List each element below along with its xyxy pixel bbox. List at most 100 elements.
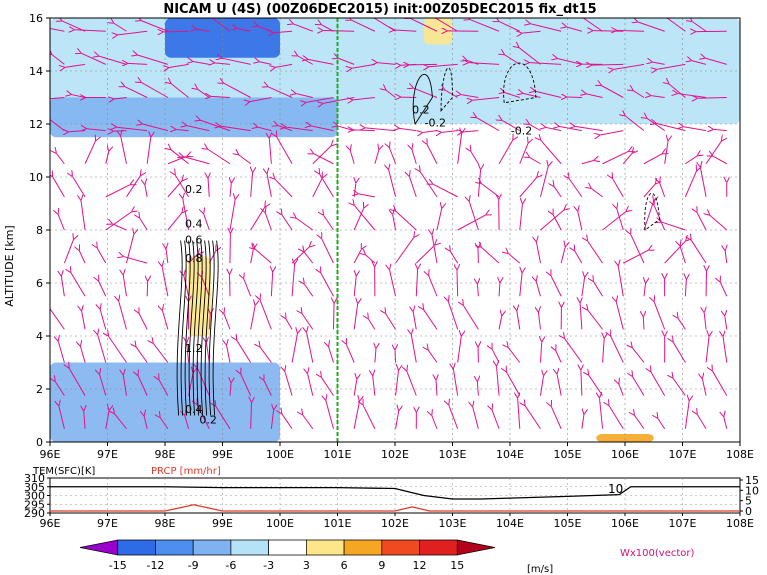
wind-vector xyxy=(714,129,727,130)
wind-vector xyxy=(540,342,541,363)
wind-vector xyxy=(720,282,728,297)
wind-vector xyxy=(333,304,334,330)
wind-vector xyxy=(197,405,210,429)
wind-vector xyxy=(436,208,442,231)
wind-vector xyxy=(99,281,107,297)
colorbar-label: -15 xyxy=(109,559,127,572)
wind-vector xyxy=(599,398,604,429)
wind-vector xyxy=(536,242,541,264)
wind-vector xyxy=(53,177,65,198)
wind-vector xyxy=(260,300,272,330)
wind-vector xyxy=(415,245,434,264)
wind-vector xyxy=(258,127,272,132)
wind-vector xyxy=(353,208,364,231)
colorbar-label: 9 xyxy=(378,559,385,572)
wind-vector xyxy=(463,305,479,330)
wind-vector xyxy=(211,96,231,97)
y-tick-label: 12 xyxy=(29,118,43,131)
wind-vector xyxy=(167,213,182,231)
prcp-label: PRCP [mm/hr] xyxy=(151,466,221,477)
wind-vector xyxy=(163,31,189,32)
wind-region-2 xyxy=(50,97,338,138)
wind-vector xyxy=(618,266,624,297)
wind-vector xyxy=(614,63,645,69)
wind-vector xyxy=(399,128,417,132)
wind-vector xyxy=(581,370,582,396)
wind-vector xyxy=(502,120,521,132)
wind-vector xyxy=(216,406,231,430)
wind-vector xyxy=(436,380,437,396)
wind-vector xyxy=(308,374,314,396)
wind-vector xyxy=(481,184,500,198)
wind-vector xyxy=(363,405,376,429)
wind-vector xyxy=(81,201,86,231)
wind-vector xyxy=(321,273,334,297)
wind-vector xyxy=(124,257,148,264)
colorbar-swatch xyxy=(306,539,345,556)
wind-vector xyxy=(673,342,686,363)
contour-label: 0.8 xyxy=(185,252,203,265)
wind-vector xyxy=(128,63,148,64)
wind-vector xyxy=(267,174,272,197)
wind-vector xyxy=(82,311,86,330)
wind-vector xyxy=(424,310,438,330)
wind-vector xyxy=(114,98,127,99)
y-tick-label: 6 xyxy=(36,277,43,290)
wind-vector xyxy=(453,369,459,396)
wind-vector xyxy=(224,83,251,98)
wind-vector xyxy=(423,131,438,133)
wind-vector xyxy=(416,269,417,297)
wind-vector xyxy=(591,188,603,198)
subplot-left-tick-label: 300 xyxy=(24,490,45,503)
subplot-x-tick-label: 96E xyxy=(40,517,61,530)
wind-vector xyxy=(241,374,252,396)
wind-vector xyxy=(265,213,272,231)
wind-vector xyxy=(710,215,728,231)
wind-vector xyxy=(50,118,65,132)
wind-vector xyxy=(658,418,666,430)
wind-vector xyxy=(326,400,334,429)
wind-vector xyxy=(497,366,500,396)
wind-vector xyxy=(353,97,375,100)
wind-vector xyxy=(50,28,65,32)
wind-vector xyxy=(541,140,562,165)
wind-vector xyxy=(567,27,583,32)
subplot-left-tick-label: 310 xyxy=(24,472,45,485)
wind-vector xyxy=(302,314,314,330)
wind-vectors xyxy=(50,18,728,430)
wind-vector xyxy=(206,343,210,363)
wind-vector xyxy=(105,212,132,231)
wind-vector xyxy=(704,313,706,330)
wind-vector xyxy=(209,314,210,330)
prcp-line xyxy=(50,504,740,512)
wind-vector xyxy=(581,160,594,165)
wind-vector xyxy=(269,139,271,164)
wind-vector xyxy=(321,377,334,396)
wind-vector xyxy=(65,63,86,67)
x-tick-label: 96E xyxy=(40,448,61,461)
wind-vector xyxy=(505,93,520,98)
x-tick-label: 102E xyxy=(381,448,409,461)
y-tick-label: 14 xyxy=(29,65,43,78)
wind-vector xyxy=(184,276,190,297)
wind-vector xyxy=(100,309,107,330)
wind-vector xyxy=(409,177,417,198)
wind-vector xyxy=(377,63,396,65)
wind-vector xyxy=(575,126,603,132)
x-tick-label: 101E xyxy=(324,448,352,461)
wind-vector xyxy=(603,339,605,363)
wind-vector xyxy=(581,277,585,297)
wind-vector xyxy=(251,403,252,429)
wind-vector xyxy=(126,176,140,198)
wind-vector xyxy=(375,349,376,363)
wind-vector xyxy=(691,240,707,264)
wind-vector xyxy=(700,167,707,197)
contour-line-1 xyxy=(412,73,433,126)
wind-vector xyxy=(684,171,696,198)
wind-vector xyxy=(373,376,375,396)
wind-vector xyxy=(471,151,479,165)
wind-vector xyxy=(565,338,583,363)
wind-vector xyxy=(498,316,502,330)
wind-vector xyxy=(660,183,666,198)
colorbar-swatch xyxy=(268,539,307,556)
